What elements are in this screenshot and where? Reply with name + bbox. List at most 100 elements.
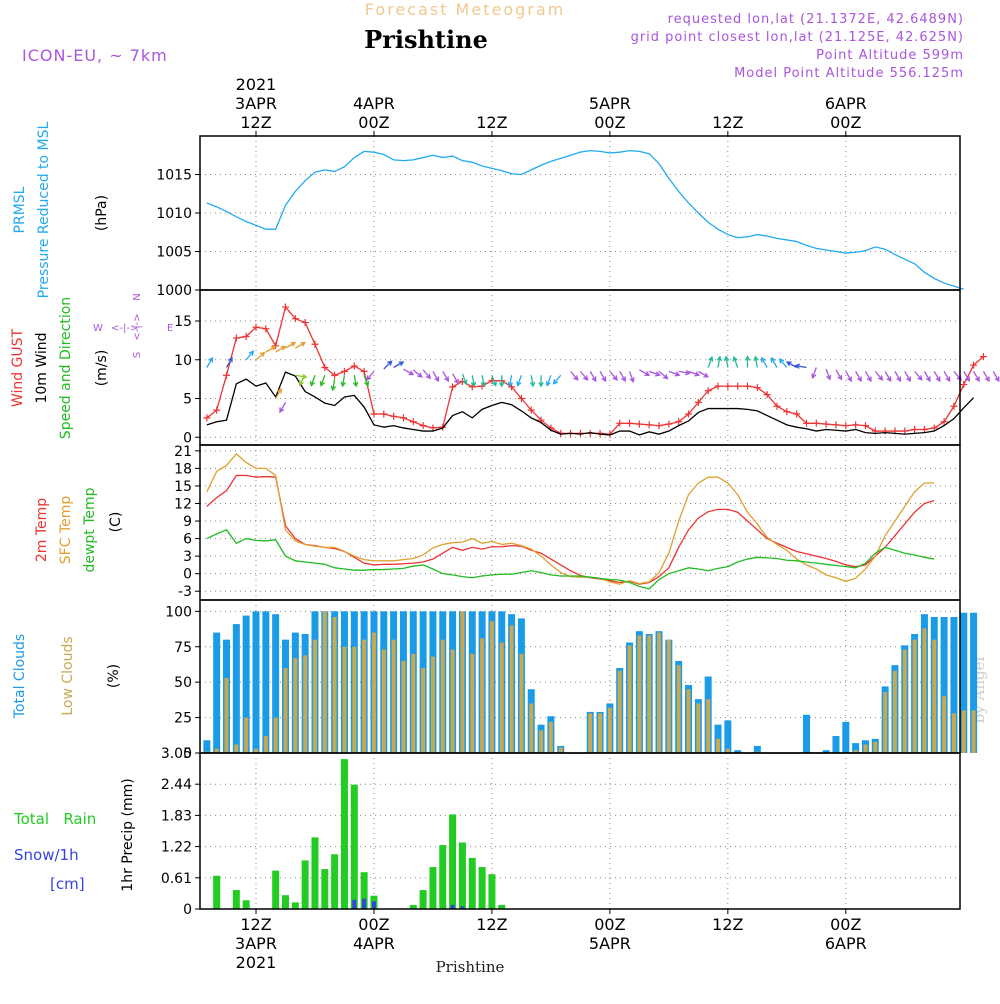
- bar-precip-total-rain-24: [439, 845, 447, 909]
- bar-precip-total-rain-14: [340, 759, 348, 909]
- gust-marker-53: [724, 382, 732, 390]
- gust-marker-4: [242, 333, 250, 340]
- direction-label: Speed and Direction: [58, 297, 74, 439]
- wind-arrow-52: [707, 355, 714, 368]
- frame-precip: [199, 752, 961, 910]
- precip-axis-label: 1hr Precip (mm): [120, 778, 136, 891]
- bar-clouds-low-clouds-6: [263, 736, 268, 753]
- gust-marker-25: [449, 383, 457, 391]
- wind-arrow-68: [864, 371, 872, 383]
- bar-clouds-low-clouds-66: [853, 750, 858, 753]
- wind-arrow-5: [275, 345, 287, 353]
- top-time-label-2-0: 12Z: [476, 113, 507, 132]
- bar-clouds-low-clouds-51: [706, 699, 711, 753]
- bar-clouds-total-clouds-65: [842, 721, 850, 753]
- bar-clouds-low-clouds-23: [430, 656, 435, 753]
- bar-clouds-total-clouds-6: [262, 611, 270, 753]
- bar-clouds-low-clouds-76: [951, 713, 956, 753]
- gust-marker-32: [517, 395, 525, 402]
- gust-marker-56: [753, 384, 761, 392]
- top-time-label-5-0: 6APR: [825, 94, 867, 113]
- gust-marker-58: [773, 402, 781, 410]
- bar-clouds-low-clouds-7: [273, 717, 278, 753]
- ytick-label-temperature-6: 15: [174, 479, 192, 495]
- ytick-label-clouds-0: 0: [183, 746, 192, 762]
- bar-clouds-total-clouds-76: [950, 617, 958, 753]
- compass-e: E: [167, 323, 173, 334]
- wind-arrow-35: [538, 375, 544, 388]
- bar-clouds-low-clouds-44: [637, 635, 642, 753]
- ytick-label-temperature-1: 0: [183, 567, 192, 583]
- bar-clouds-low-clouds-67: [863, 744, 868, 753]
- wind-unit: (m/s): [94, 350, 110, 387]
- gust-marker-57: [763, 391, 771, 399]
- bottom-time-label-1-0: 00Z: [358, 915, 389, 934]
- model-altitude: Model Point Altitude 556.125m: [734, 66, 964, 81]
- gust-marker-19: [390, 412, 398, 420]
- ytick-label-precip-4: 2.44: [161, 777, 192, 793]
- ytick-label-temperature-0: -3: [178, 584, 192, 600]
- ytick-label-precip-3: 1.83: [161, 808, 192, 824]
- ytick-label-pressure-2: 1010: [156, 206, 192, 222]
- requested-coords: requested lon,lat (21.1372E, 42.6489N): [668, 12, 964, 27]
- gust-marker-0: [203, 414, 211, 422]
- wind-arrow-0: [206, 356, 214, 368]
- bar-clouds-low-clouds-75: [942, 696, 947, 753]
- wind-arrow-65: [835, 369, 843, 381]
- bar-clouds-low-clouds-77: [961, 710, 966, 753]
- wind-label: 10m Wind: [34, 332, 50, 403]
- gust-marker-45: [645, 421, 653, 429]
- pressure-ylabels: PRMSL Pressure Reduced to MSL (hPa): [12, 121, 110, 298]
- wind-arrow-34: [529, 375, 536, 388]
- series-wind-wind-gust: [206, 305, 984, 435]
- bar-clouds-low-clouds-39: [588, 713, 593, 753]
- bar-clouds-low-clouds-28: [480, 638, 485, 753]
- bar-clouds-low-clouds-3: [234, 744, 239, 753]
- wind-arrow-54: [723, 355, 730, 368]
- wind-arrow-21: [403, 368, 415, 376]
- gust-marker-75: [940, 418, 948, 426]
- ytick-label-wind-1: 5: [183, 392, 192, 408]
- wind-arrow-28: [470, 375, 477, 388]
- bar-clouds-low-clouds-21: [411, 653, 416, 753]
- bar-clouds-low-clouds-69: [883, 692, 888, 753]
- ytick-label-wind-0: 0: [183, 430, 192, 446]
- bar-clouds-low-clouds-36: [558, 747, 563, 753]
- chart-subtitle: Forecast Meteogram: [365, 0, 565, 19]
- bar-clouds-low-clouds-43: [627, 645, 632, 753]
- gust-marker-22: [419, 422, 427, 430]
- ytick-label-clouds-3: 75: [174, 640, 192, 656]
- frame-wind: [199, 289, 961, 446]
- wind-arrow-73: [914, 370, 923, 381]
- wind-arrow-30: [491, 375, 498, 387]
- ytick-label-precip-1: 0.61: [161, 871, 192, 887]
- panel-clouds: 0 25 50 75 100: [165, 599, 978, 762]
- wind-arrow-69: [874, 370, 884, 381]
- bar-clouds-low-clouds-72: [912, 639, 917, 753]
- top-time-label-3-1: 00Z: [594, 113, 625, 132]
- bar-clouds-low-clouds-17: [371, 632, 376, 753]
- footer-location: Prishtine: [436, 958, 505, 976]
- ytick-label-precip-5: 3.05: [161, 746, 192, 762]
- wind-arrow-59: [770, 356, 778, 368]
- wind-arrow-63: [811, 367, 817, 380]
- wind-ylabels: Wind GUST 10m Wind Speed and Direction (…: [10, 293, 173, 439]
- gust-marker-9: [291, 315, 299, 323]
- gust-marker-77: [960, 381, 968, 389]
- bar-clouds-low-clouds-15: [352, 646, 357, 753]
- bar-clouds-total-clouds-78: [970, 612, 978, 753]
- plots: 1000100510101015051015-30369121518210255…: [156, 135, 1000, 918]
- bar-clouds-total-clouds-54: [734, 750, 742, 753]
- bar-clouds-low-clouds-50: [696, 703, 701, 753]
- bar-clouds-low-clouds-1: [214, 748, 219, 753]
- wind-arrow-75: [933, 371, 941, 383]
- bar-precip-total-rain-16: [360, 872, 368, 909]
- bottom-time-label-0-2: 2021: [236, 953, 277, 972]
- bottom-time-label-3-1: 5APR: [589, 934, 631, 953]
- snow-legend: Snow/1h: [14, 846, 79, 864]
- compass-s: S: [132, 352, 143, 358]
- bar-clouds-low-clouds-35: [548, 721, 553, 753]
- wind-arrow-33: [516, 375, 523, 387]
